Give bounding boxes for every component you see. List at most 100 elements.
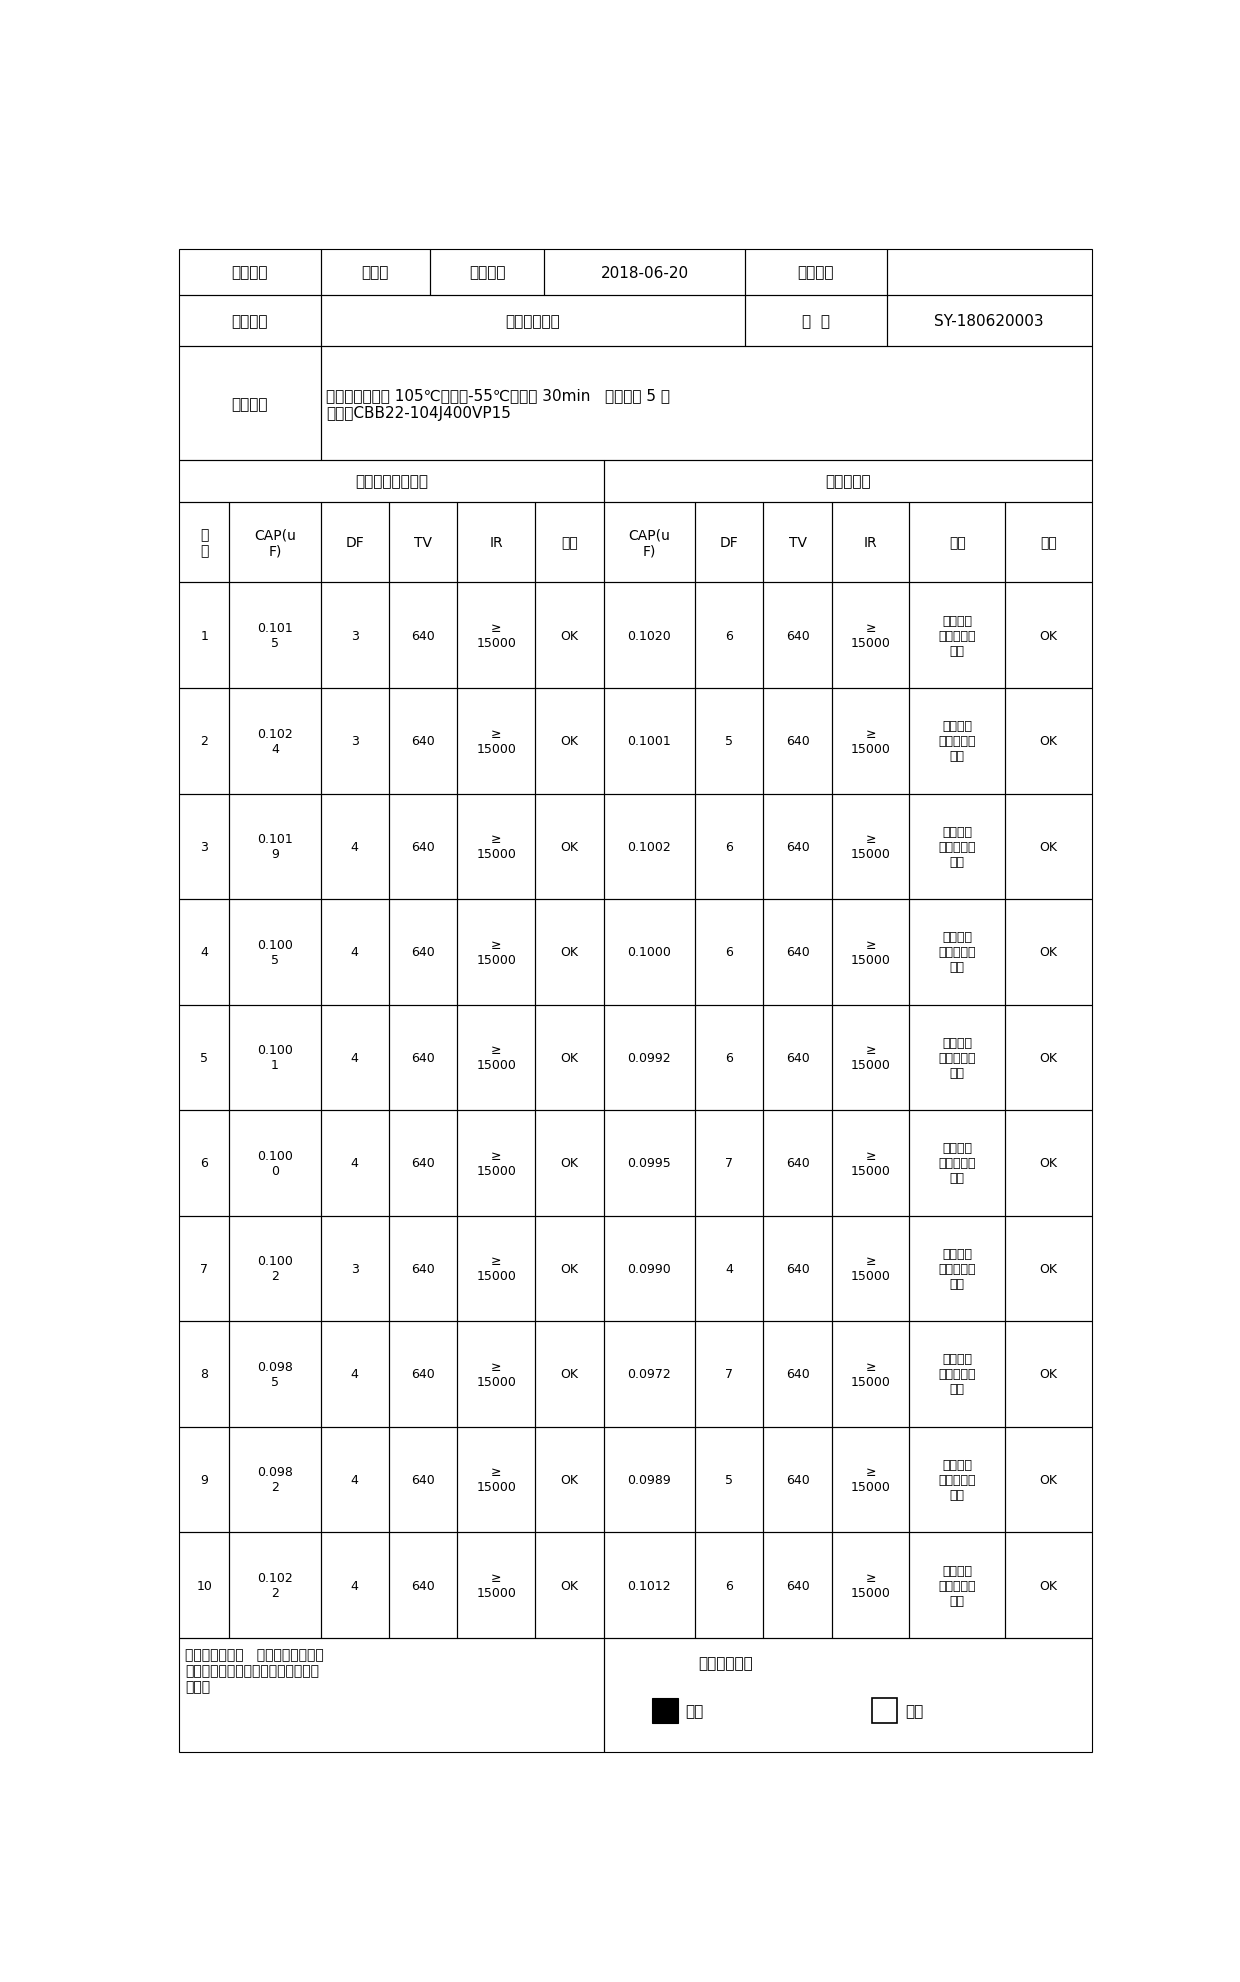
Text: 0.0992: 0.0992 (627, 1050, 671, 1064)
Text: ≥
15000: ≥ 15000 (476, 1045, 516, 1072)
Bar (179, 688, 229, 795)
Bar (179, 295, 320, 347)
Bar (604, 1427, 694, 1532)
Text: OK: OK (1039, 945, 1058, 959)
Text: 3: 3 (200, 840, 208, 854)
Text: OK: OK (560, 1473, 578, 1486)
Bar (604, 1532, 694, 1637)
Text: 6: 6 (725, 945, 733, 959)
Text: 640: 640 (412, 735, 435, 747)
Bar (320, 1110, 389, 1217)
Text: 结果: 结果 (1040, 535, 1056, 549)
Bar (458, 503, 536, 583)
Text: ≥
15000: ≥ 15000 (476, 1572, 516, 1599)
Bar (320, 583, 389, 688)
Text: ≥
15000: ≥ 15000 (851, 1150, 890, 1177)
Bar (604, 503, 694, 583)
Bar (909, 1005, 1006, 1110)
Text: ≥
15000: ≥ 15000 (851, 1255, 890, 1282)
Bar (832, 688, 909, 795)
Text: OK: OK (1039, 735, 1058, 747)
Text: ≥
15000: ≥ 15000 (476, 832, 516, 860)
Text: ≥
15000: ≥ 15000 (476, 1255, 516, 1282)
Text: 8: 8 (200, 1368, 208, 1381)
Text: 3: 3 (351, 735, 358, 747)
Text: ≥
15000: ≥ 15000 (476, 1467, 516, 1494)
Bar (389, 1427, 458, 1532)
Bar (179, 1427, 229, 1532)
Text: 640: 640 (412, 1157, 435, 1169)
Text: ≥
15000: ≥ 15000 (851, 1360, 890, 1387)
Text: DF: DF (719, 535, 739, 549)
Bar (909, 583, 1006, 688)
Text: 640: 640 (412, 945, 435, 959)
Bar (1006, 1532, 1092, 1637)
Bar (764, 1532, 832, 1637)
Text: 5: 5 (725, 1473, 733, 1486)
Bar (179, 900, 229, 1005)
Bar (694, 688, 764, 795)
Text: 640: 640 (412, 840, 435, 854)
Bar (887, 295, 1092, 347)
Bar (320, 688, 389, 795)
Text: 申请日期: 申请日期 (469, 266, 506, 279)
Bar (229, 1427, 320, 1532)
Text: 640: 640 (412, 1263, 435, 1274)
Bar (389, 688, 458, 795)
Bar (458, 688, 536, 795)
Bar (536, 583, 604, 688)
Bar (389, 1110, 458, 1217)
Bar (389, 503, 458, 583)
Text: OK: OK (560, 1368, 578, 1381)
Text: TV: TV (789, 535, 806, 549)
Text: 本体无裂
痕，膨胀，
异常: 本体无裂 痕，膨胀， 异常 (939, 1037, 976, 1080)
Bar (604, 583, 694, 688)
Text: CAP(u
F): CAP(u F) (254, 527, 296, 559)
Bar (389, 900, 458, 1005)
Bar (764, 1427, 832, 1532)
Bar (909, 1217, 1006, 1322)
Bar (389, 583, 458, 688)
Text: 0.1020: 0.1020 (627, 630, 671, 642)
Bar (536, 795, 604, 900)
Text: 本体无裂
痕，膨胀，
异常: 本体无裂 痕，膨胀， 异常 (939, 1142, 976, 1185)
Bar (179, 1322, 229, 1427)
Bar (430, 250, 544, 295)
Bar (320, 795, 389, 900)
Text: 640: 640 (412, 630, 435, 642)
Bar (229, 1532, 320, 1637)
Bar (832, 795, 909, 900)
Text: 试验后数据: 试验后数据 (825, 474, 870, 490)
Bar (909, 900, 1006, 1005)
Text: 3: 3 (351, 1263, 358, 1274)
Text: 0.101
5: 0.101 5 (257, 622, 293, 650)
Text: 4: 4 (725, 1263, 733, 1274)
Bar (229, 1005, 320, 1110)
Bar (179, 1005, 229, 1110)
Bar (604, 462, 1092, 503)
Bar (229, 1217, 320, 1322)
Text: ≥
15000: ≥ 15000 (476, 1360, 516, 1387)
Text: 本体无裂
痕，膨胀，
异常: 本体无裂 痕，膨胀， 异常 (939, 719, 976, 763)
Text: 工程部: 工程部 (362, 266, 389, 279)
Bar (458, 583, 536, 688)
Text: OK: OK (560, 1157, 578, 1169)
Bar (832, 1532, 909, 1637)
Bar (604, 688, 694, 795)
Text: OK: OK (1039, 1580, 1058, 1592)
Bar (179, 795, 229, 900)
Text: 0.098
2: 0.098 2 (257, 1467, 293, 1494)
Bar (604, 795, 694, 900)
Bar (389, 1532, 458, 1637)
Bar (320, 1322, 389, 1427)
Text: 640: 640 (786, 945, 810, 959)
Text: ≥
15000: ≥ 15000 (851, 1467, 890, 1494)
Text: 6: 6 (725, 1050, 733, 1064)
Text: 0.100
0: 0.100 0 (257, 1150, 293, 1177)
Text: 1: 1 (200, 630, 208, 642)
Bar (832, 1427, 909, 1532)
Bar (389, 1005, 458, 1110)
Bar (1006, 1427, 1092, 1532)
Text: 本体无裂
痕，膨胀，
异常: 本体无裂 痕，膨胀， 异常 (939, 1354, 976, 1395)
Bar (832, 1217, 909, 1322)
